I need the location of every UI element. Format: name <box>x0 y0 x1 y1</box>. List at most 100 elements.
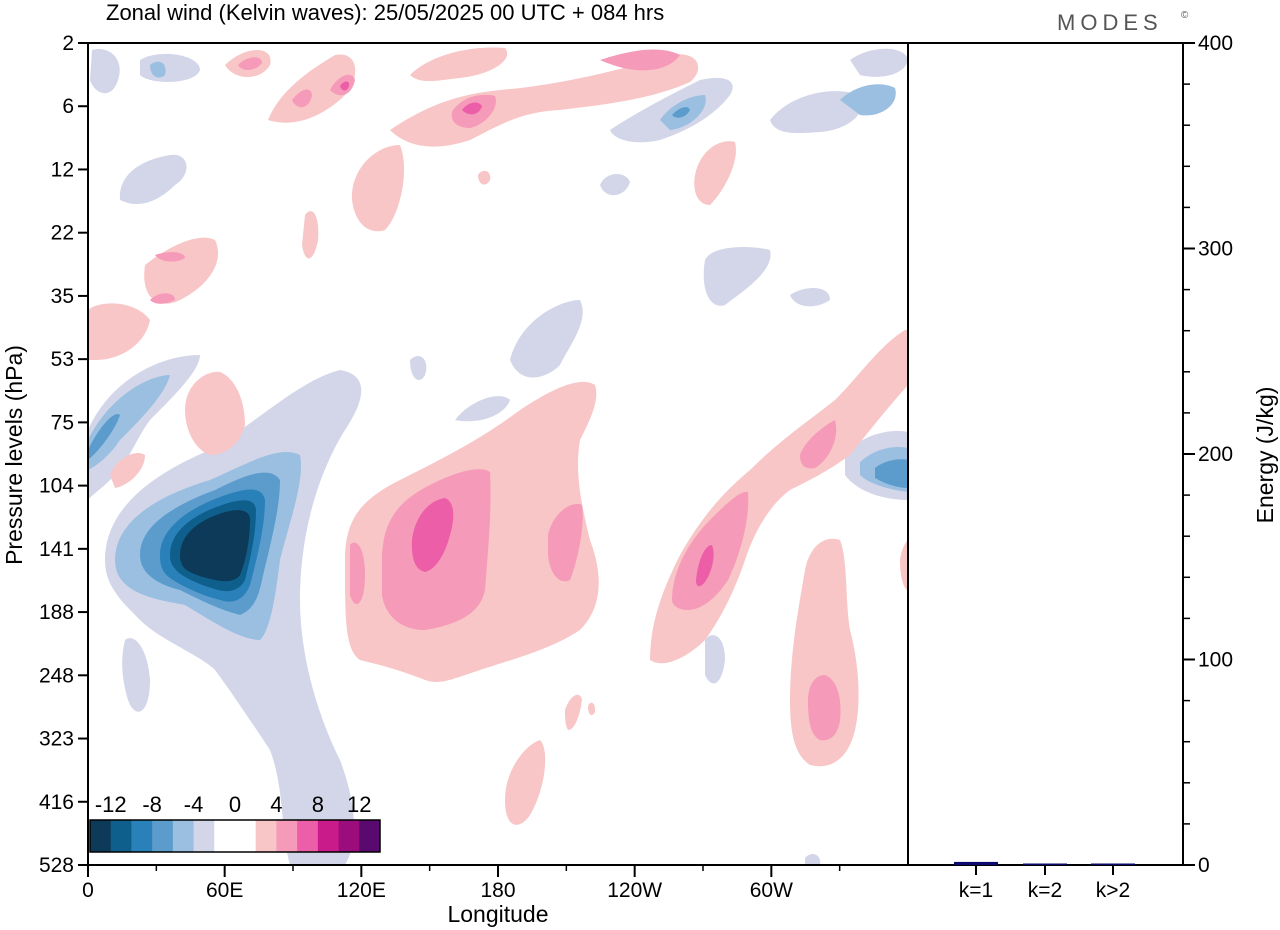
colorbar-swatch <box>255 820 277 852</box>
westerly-blob-104 <box>110 452 145 488</box>
colorbar-label: -8 <box>142 792 162 817</box>
colorbar-label: -12 <box>95 792 127 817</box>
westerly-blob-75 <box>185 371 245 455</box>
upper-easterly-blob <box>90 49 120 94</box>
energy-bars: k=1 k=2 k>2 <box>954 861 1135 902</box>
colorbar-swatch <box>317 820 340 852</box>
x-tick-label: 180 <box>480 879 515 902</box>
x-tick-label: 120E <box>337 879 386 902</box>
colorbar-label: -4 <box>184 792 204 817</box>
colorbar-frame <box>89 819 381 853</box>
energy-bar <box>1091 863 1135 865</box>
upper-westerly-blob <box>292 89 312 108</box>
y-tick-label: 35 <box>51 285 74 308</box>
y-axis: 2 6 12 22 35 53 75 104 141 188 248 323 416 528 <box>39 32 88 877</box>
colorbar-label: 8 <box>312 792 324 817</box>
westerly-blob-sec <box>350 542 365 605</box>
upper-easterly-blob <box>140 53 200 82</box>
colorbar-label: 4 <box>270 792 282 817</box>
easterly-plume-outer <box>88 355 200 500</box>
y-tick-label: 22 <box>51 222 74 245</box>
energy-tick-label: 200 <box>1198 443 1233 466</box>
colorbar-swatch <box>276 820 298 852</box>
upper-westerly-blob <box>478 170 491 185</box>
modes-logo: MODES <box>1057 10 1163 35</box>
lower-strat-westerly <box>88 303 150 360</box>
westerly-90w-core <box>808 675 841 741</box>
y-tick-label: 323 <box>39 728 74 751</box>
colorbar-swatch <box>131 820 153 852</box>
lower-strat-easterly <box>510 300 583 378</box>
x-axis-label: Longitude <box>447 901 548 927</box>
upper-easterly-blob <box>770 91 863 134</box>
energy-bar <box>954 861 998 865</box>
upper-easterly-blob <box>840 84 896 116</box>
upper-westerly-blob <box>694 141 736 205</box>
y-tick-label: 104 <box>39 475 74 498</box>
lower-strat-easterly <box>703 247 771 306</box>
lower-strat-westerly <box>150 293 175 304</box>
y-tick-label: 12 <box>51 158 74 181</box>
y-tick-label: 141 <box>39 538 74 561</box>
lower-strat-easterly <box>790 288 830 307</box>
y-tick-label: 188 <box>39 601 74 624</box>
energy-category-label: k=1 <box>959 879 993 902</box>
energy-tick-label: 400 <box>1198 32 1233 55</box>
easterly-blob-low <box>805 854 821 865</box>
westerly-90w-outer <box>790 538 859 767</box>
energy-axis-label: Energy (J/kg) <box>1252 387 1278 524</box>
colorbar-swatch <box>90 820 112 852</box>
colorbar <box>89 819 381 853</box>
colorbar-swatch <box>338 820 360 852</box>
lower-strat-westerly <box>302 211 319 259</box>
colorbar-swatch <box>235 820 257 852</box>
x-tick-label: 0 <box>82 879 94 902</box>
colorbar-swatch <box>172 820 195 852</box>
y-tick-label: 6 <box>62 95 74 118</box>
energy-tick-label: 0 <box>1198 854 1210 877</box>
westerly-lower-blob <box>505 740 546 825</box>
upper-westerly-band <box>462 102 482 115</box>
y-tick-label: 75 <box>51 411 74 434</box>
easterly-plume-inner <box>88 414 120 460</box>
x-axis: 0 60E 120E 180 120W 60W <box>82 865 841 902</box>
easterly-blob-low <box>705 635 725 684</box>
upper-westerly-blob <box>351 145 405 232</box>
energy-tick-label: 300 <box>1198 238 1233 261</box>
colorbar-swatch <box>193 820 215 852</box>
upper-easterly-blob <box>119 154 187 205</box>
upper-westerly-band <box>600 49 680 71</box>
x-tick-label: 120W <box>607 879 662 902</box>
modes-logo-mark: © <box>1181 10 1189 21</box>
upper-westerly-blob <box>238 57 262 71</box>
y-tick-label: 416 <box>39 791 74 814</box>
x-tick-label: 60E <box>206 879 243 902</box>
colorbar-swatch <box>110 820 132 852</box>
easterly-main-lobe <box>410 355 427 380</box>
chart-title: Zonal wind (Kelvin waves): 25/05/2025 00… <box>106 0 664 25</box>
y-tick-label: 53 <box>51 348 74 371</box>
energy-bar <box>1023 863 1067 865</box>
energy-axis: 0 100 200 300 400 <box>1183 32 1233 877</box>
energy-category-label: k=2 <box>1028 879 1062 902</box>
colorbar-swatch <box>297 820 319 852</box>
westerly-east-edge <box>900 540 908 590</box>
westerly-main-core <box>411 498 454 572</box>
y-tick-label: 248 <box>39 664 74 687</box>
y-axis-label: Pressure levels (hPa) <box>1 345 27 565</box>
colorbar-swatch <box>359 820 381 852</box>
y-tick-label: 528 <box>39 854 74 877</box>
heatmap-field <box>88 47 908 865</box>
westerly-130w-outer <box>650 330 908 664</box>
upper-westerly-blob <box>410 47 508 82</box>
westerly-130w-core <box>696 545 714 587</box>
upper-easterly-blob <box>150 61 166 78</box>
upper-easterly-blob <box>850 48 908 77</box>
lower-strat-westerly <box>144 237 219 304</box>
westerly-lower-blob <box>565 694 582 730</box>
colorbar-label: 0 <box>229 792 241 817</box>
easterly-east-edge <box>875 459 908 488</box>
colorbar-swatch <box>152 820 174 852</box>
upper-westerly-blob <box>340 81 350 91</box>
lower-strat-easterly <box>455 396 510 422</box>
